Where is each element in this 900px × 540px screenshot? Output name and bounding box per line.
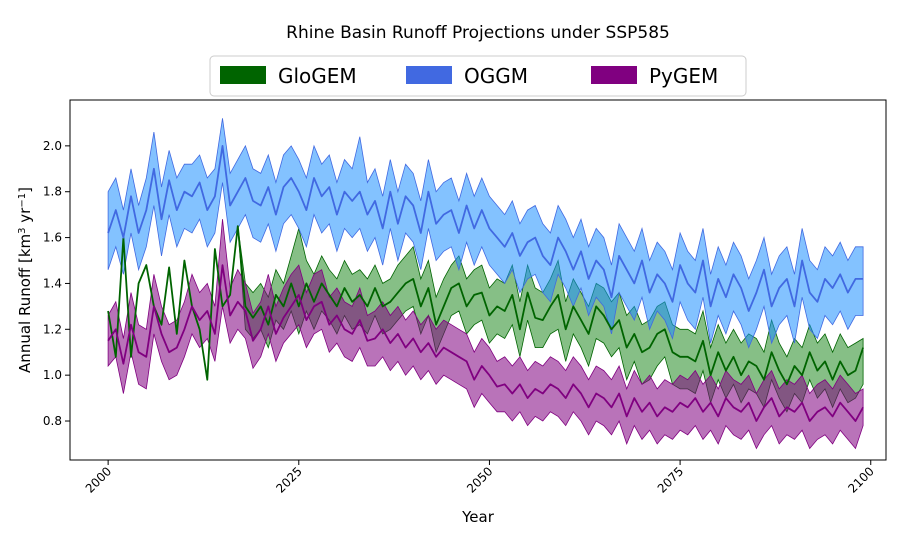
- oggm-line: [107, 145, 864, 312]
- y-tick-label: 0.8: [43, 414, 62, 428]
- chart-title: Rhine Basin Runoff Projections under SSP…: [286, 23, 670, 43]
- x-tick-label: 2050: [464, 464, 495, 495]
- x-axis: 2000 2025 2050 2075 2100: [83, 460, 877, 496]
- x-tick-label: 2000: [83, 464, 114, 495]
- legend-label-oggm: OGGM: [464, 64, 528, 88]
- y-tick-label: 1.2: [43, 322, 62, 336]
- x-tick-label: 2025: [273, 464, 304, 495]
- y-tick-label: 2.0: [43, 139, 62, 153]
- y-axis: 0.8 1.0 1.2 1.4 1.6 1.8 2.0: [43, 139, 70, 428]
- legend-swatch-pygem: [591, 66, 637, 84]
- y-tick-label: 1.0: [43, 368, 62, 382]
- y-tick-label: 1.8: [43, 185, 62, 199]
- x-axis-label: Year: [461, 508, 495, 526]
- legend-item-oggm: OGGM: [406, 64, 528, 88]
- plot-frame: [69, 99, 887, 461]
- legend-item-glogem: GloGEM: [220, 64, 357, 88]
- legend-label-glogem: GloGEM: [278, 64, 357, 88]
- legend-label-pygem: PyGEM: [649, 64, 718, 88]
- plot-area: [69, 99, 887, 461]
- legend: GloGEM OGGM PyGEM: [209, 55, 747, 97]
- legend-item-pygem: PyGEM: [591, 64, 718, 88]
- pygem-line: [107, 264, 864, 422]
- x-tick-label: 2075: [655, 464, 686, 495]
- x-tick-label: 2100: [845, 464, 876, 495]
- series-layer: [107, 118, 864, 450]
- legend-swatch-oggm: [406, 66, 452, 84]
- glogem-line: [107, 225, 864, 386]
- y-tick-label: 1.4: [43, 276, 62, 290]
- legend-swatch-glogem: [220, 66, 266, 84]
- y-axis-label: Annual Runoff [km3 yr−1]: [16, 187, 34, 373]
- y-tick-label: 1.6: [43, 231, 62, 245]
